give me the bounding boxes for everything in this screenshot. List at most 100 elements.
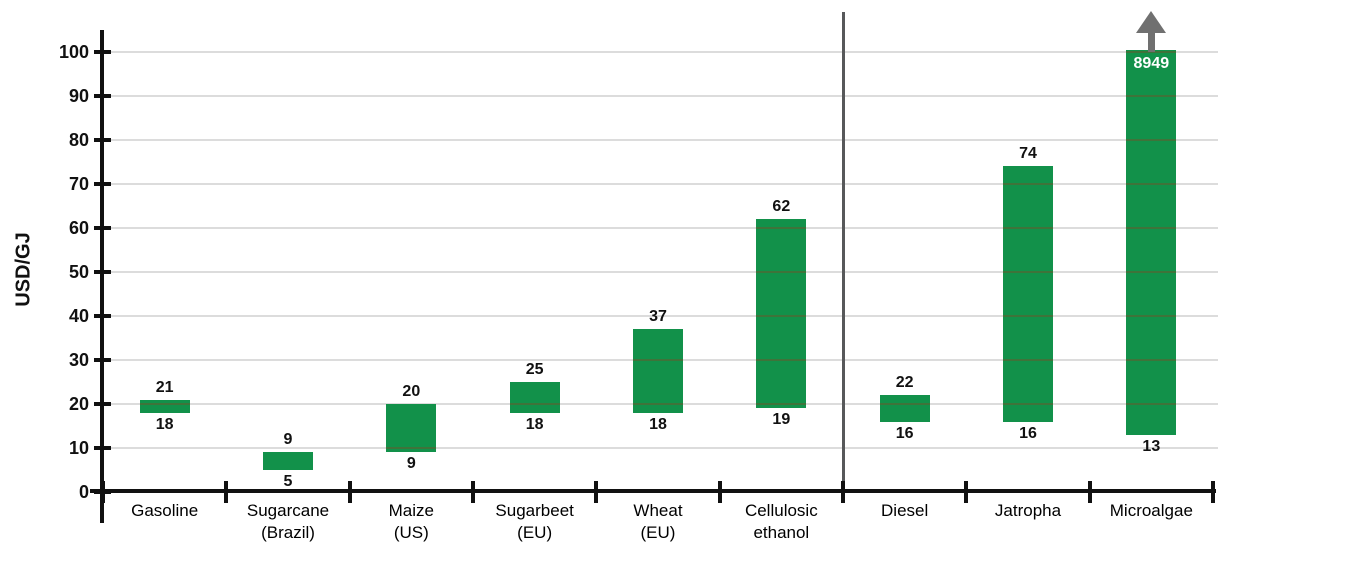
gridline-over-bar-maize-us-10 [386, 447, 437, 449]
gridline-over-bar-jatropha-40 [1003, 315, 1053, 317]
gridline-50 [103, 271, 1218, 273]
gridline-over-bar-gasoline-20 [139, 403, 190, 405]
category-label-line: Diesel [881, 501, 929, 520]
x-tick-boundary-5 [717, 481, 722, 503]
y-axis-line [100, 30, 104, 523]
bar-maize-us [386, 404, 437, 453]
bar-min-value-maize-us: 9 [406, 455, 416, 473]
category-label-microalgae: Microalgae [1081, 500, 1221, 522]
bar-jatropha [1003, 166, 1053, 422]
gridline-60 [103, 227, 1218, 229]
gridline-80 [103, 139, 1218, 141]
category-label-line: Jatropha [994, 501, 1062, 520]
x-tick-boundary-7 [964, 481, 969, 503]
x-tick-boundary-8 [1087, 481, 1092, 503]
gridline-over-bar-microalgae-20 [1126, 403, 1177, 405]
gridline-over-bar-cellulosic-ethanol-30 [756, 359, 807, 361]
y-tick-label-20: 20 [68, 394, 89, 414]
x-tick-boundary-4 [594, 481, 599, 503]
gridline-10 [103, 447, 1218, 449]
bar-min-value-jatropha: 16 [1019, 424, 1037, 442]
gridline-over-bar-jatropha-70 [1003, 183, 1053, 185]
bar-max-value-wheat-eu: 37 [649, 308, 667, 326]
bar-max-value-jatropha: 74 [1019, 145, 1037, 163]
overflow-up-arrow-icon [1136, 10, 1167, 33]
category-label-jatropha: Jatropha [958, 500, 1098, 522]
x-axis-line [90, 489, 1216, 493]
gridline-100 [103, 51, 1218, 53]
x-tick-boundary-9 [1211, 481, 1215, 503]
gridline-70 [103, 183, 1218, 185]
gridline-over-bar-jatropha-20 [1003, 403, 1053, 405]
fuel-group-divider [841, 12, 845, 497]
y-tick-70 [93, 182, 111, 186]
bar-max-value-sugarbeet-eu: 25 [525, 361, 544, 378]
x-tick-boundary-2 [347, 481, 352, 503]
category-label-line: Sugarbeet [495, 501, 574, 520]
x-tick-boundary-6 [841, 481, 845, 503]
y-tick-label-10: 10 [68, 438, 89, 458]
category-label-line: Maize [388, 501, 434, 520]
bar-max-value-microalgae: 8949 [1133, 54, 1170, 72]
overflow-up-arrow-stem [1147, 30, 1155, 52]
y-tick-label-30: 30 [68, 350, 89, 370]
category-label-sugarbeet-eu: Sugarbeet (EU) [465, 500, 605, 544]
bar-min-value-microalgae: 13 [1142, 437, 1161, 455]
y-tick-label-50: 50 [68, 262, 89, 282]
y-axis-title: USD/GJ [12, 232, 35, 307]
y-tick-label-80: 80 [68, 130, 89, 150]
category-label-line: (US) [393, 523, 429, 542]
gridline-over-bar-cellulosic-ethanol-60 [756, 227, 807, 229]
bar-cellulosic-ethanol [756, 219, 807, 409]
bar-max-value-sugarcane-brazil: 9 [283, 431, 293, 449]
category-label-line: Microalgae [1109, 501, 1193, 520]
y-tick-30 [93, 358, 111, 362]
y-tick-label-40: 40 [68, 306, 89, 326]
y-tick-label-70: 70 [68, 174, 89, 194]
bar-max-value-diesel: 22 [895, 374, 914, 392]
y-tick-40 [93, 314, 111, 318]
gridline-over-bar-jatropha-30 [1003, 359, 1053, 361]
gridline-90 [103, 95, 1218, 97]
category-label-line: (Brazil) [261, 523, 315, 542]
category-label-cellulosic-ethanol: Cellulosic ethanol [711, 500, 851, 544]
y-tick-20 [93, 402, 111, 406]
bar-diesel [879, 395, 930, 422]
gridline-over-bar-wheat-eu-20 [633, 403, 683, 405]
gridline-over-bar-microalgae-70 [1126, 183, 1177, 185]
y-tick-label-60: 60 [68, 218, 89, 238]
bar-max-value-gasoline: 21 [155, 378, 174, 396]
gridline-over-bar-cellulosic-ethanol-40 [756, 315, 807, 317]
y-tick-90 [93, 94, 111, 98]
gridline-over-bar-microalgae-80 [1126, 139, 1177, 141]
category-label-diesel: Diesel [835, 500, 975, 522]
category-label-line: Cellulosic [744, 501, 818, 520]
gridline-over-bar-cellulosic-ethanol-50 [756, 271, 807, 273]
gridline-over-bar-sugarbeet-eu-20 [509, 403, 560, 405]
bar-wheat-eu [633, 329, 683, 413]
bar-sugarbeet-eu [509, 382, 560, 413]
y-tick-60 [93, 226, 111, 230]
bar-min-value-diesel: 16 [895, 424, 914, 442]
bar-max-value-cellulosic-ethanol: 62 [772, 198, 791, 216]
category-label-line: ethanol [753, 523, 810, 542]
category-label-line: Wheat [633, 501, 683, 520]
y-tick-80 [93, 138, 111, 142]
gridline-over-bar-cellulosic-ethanol-20 [756, 403, 807, 405]
gridline-40 [103, 315, 1218, 317]
category-label-sugarcane-brazil: Sugarcane (Brazil) [218, 500, 358, 544]
gridline-over-bar-jatropha-60 [1003, 227, 1053, 229]
y-tick-100 [93, 50, 111, 54]
bar-min-value-cellulosic-ethanol: 19 [772, 411, 791, 429]
x-tick-boundary-3 [471, 481, 475, 503]
category-label-wheat-eu: Wheat (EU) [588, 500, 728, 544]
bar-min-value-wheat-eu: 18 [649, 415, 667, 433]
category-label-line: (EU) [517, 523, 553, 542]
gridline-over-bar-diesel-20 [879, 403, 930, 405]
category-label-line: (EU) [640, 523, 676, 542]
gridline-over-bar-microalgae-90 [1126, 95, 1177, 97]
y-tick-label-0: 0 [78, 482, 89, 502]
category-label-line: Sugarcane [246, 501, 330, 520]
gridline-over-bar-microalgae-30 [1126, 359, 1177, 361]
